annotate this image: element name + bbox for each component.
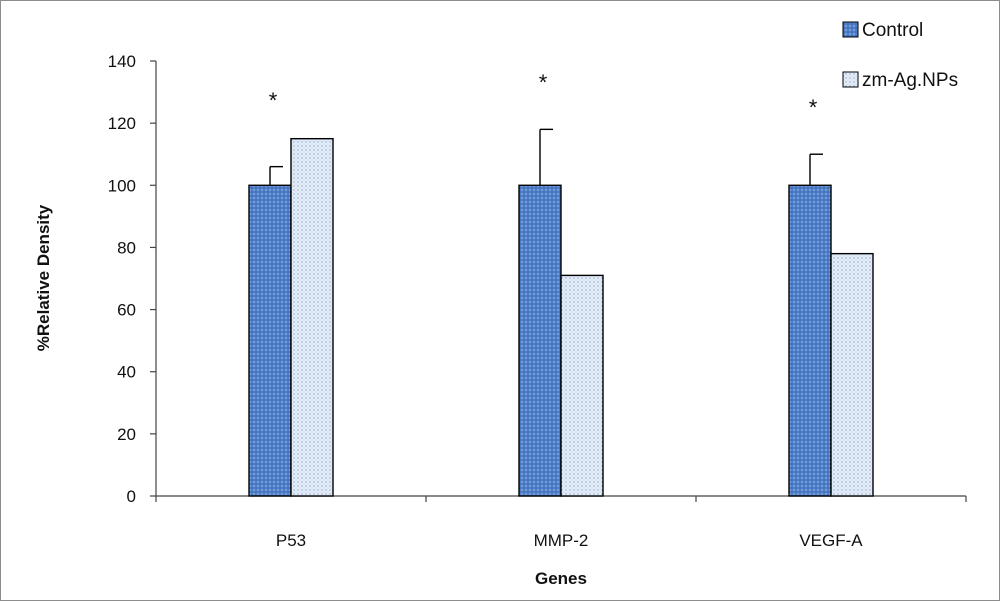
x-tick-label: VEGF-A	[799, 531, 863, 550]
bar-zm-ag-nps	[560, 274, 604, 497]
y-tick-label: 80	[117, 238, 136, 257]
y-axis: 0 20 40 60 80 100 120 140	[108, 52, 157, 506]
y-tick-label: 40	[117, 363, 136, 382]
legend-label: zm-Ag.NPs	[862, 70, 958, 91]
legend: Control zm-Ag.NPs	[842, 20, 958, 91]
y-tick-label: 100	[108, 176, 136, 195]
y-tick-label: 60	[117, 301, 136, 320]
legend-swatch	[842, 21, 859, 38]
x-axis-title: Genes	[535, 569, 587, 588]
x-tick-label: P53	[276, 531, 306, 550]
legend-swatch	[842, 71, 859, 88]
y-tick-label: 140	[108, 52, 136, 71]
significance-star: *	[809, 95, 818, 120]
y-tick-label: 120	[108, 114, 136, 133]
x-tick-label: MMP-2	[534, 531, 589, 550]
significance-star: *	[269, 88, 278, 113]
bar-zm-ag-nps	[830, 252, 874, 497]
bar-control	[248, 184, 292, 497]
significance-star: *	[539, 70, 548, 95]
bar-control	[788, 184, 832, 497]
y-axis-title: %Relative Density	[34, 204, 53, 351]
y-tick-label: 20	[117, 425, 136, 444]
x-axis: P53 MMP-2 VEGF-A	[155, 495, 967, 550]
legend-label: Control	[862, 20, 923, 41]
bar-zm-ag-nps	[290, 137, 334, 497]
y-tick-label: 0	[127, 487, 136, 506]
bar-control	[518, 184, 562, 497]
